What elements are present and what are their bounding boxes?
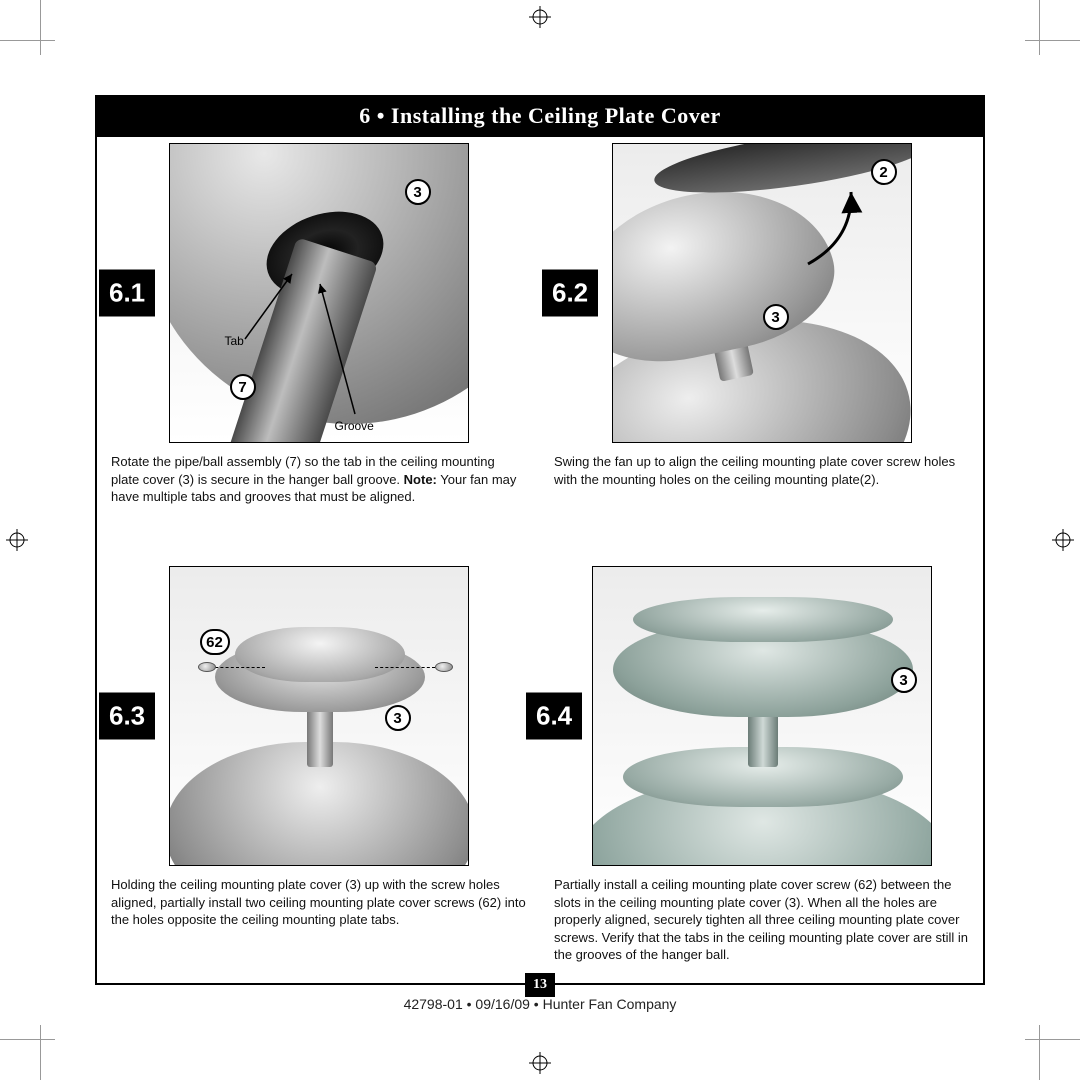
caption-note-label: Note: [404,472,437,487]
step-badge: 6.4 [526,693,582,740]
figure-6-1: Tab Groove 3 7 [169,143,469,443]
registration-mark-icon [529,6,551,28]
crop-mark [40,1025,41,1080]
registration-mark-icon [6,529,28,551]
figure-6-4: 3 [592,566,932,866]
registration-mark-icon [529,1052,551,1074]
callout-3: 3 [763,304,789,330]
step-badge: 6.2 [542,270,598,317]
caption-6-4: Partially install a ceiling mounting pla… [550,876,973,964]
step-6-2: 6.2 2 3 Swing the fan up to align the ce… [540,137,983,560]
step-6-4: 6.4 3 Partially install a ceiling mounti… [540,560,983,983]
crop-mark [1025,40,1080,41]
crop-mark [0,40,55,41]
callout-3: 3 [405,179,431,205]
callout-2: 2 [871,159,897,185]
figure-6-2: 2 3 [612,143,912,443]
footer-text: 42798-01 • 09/16/09 • Hunter Fan Company [404,996,677,1012]
section-title: 6 • Installing the Ceiling Plate Cover [97,97,983,137]
crop-mark [40,0,41,55]
label-groove: Groove [335,419,374,433]
caption-6-3: Holding the ceiling mounting plate cover… [107,876,530,929]
step-6-3: 6.3 62 3 Holding the ceiling mounting pl… [97,560,540,983]
callout-62: 62 [200,629,230,655]
caption-6-2: Swing the fan up to align the ceiling mo… [550,453,973,488]
callout-3: 3 [891,667,917,693]
page-number: 13 [525,973,555,997]
crop-mark [1039,1025,1040,1080]
crop-mark [0,1039,55,1040]
label-tab: Tab [225,334,244,348]
steps-grid: 6.1 Tab Groove 3 7 Rotate [97,137,983,983]
page-frame: 6 • Installing the Ceiling Plate Cover 6… [95,95,985,985]
crop-mark [1039,0,1040,55]
swing-arrow-icon [613,144,912,443]
crop-mark [1025,1039,1080,1040]
figure-6-3: 62 3 [169,566,469,866]
step-badge: 6.3 [99,693,155,740]
callout-3: 3 [385,705,411,731]
caption-6-1: Rotate the pipe/ball assembly (7) so the… [107,453,530,506]
step-badge: 6.1 [99,270,155,317]
step-6-1: 6.1 Tab Groove 3 7 Rotate [97,137,540,560]
registration-mark-icon [1052,529,1074,551]
callout-7: 7 [230,374,256,400]
